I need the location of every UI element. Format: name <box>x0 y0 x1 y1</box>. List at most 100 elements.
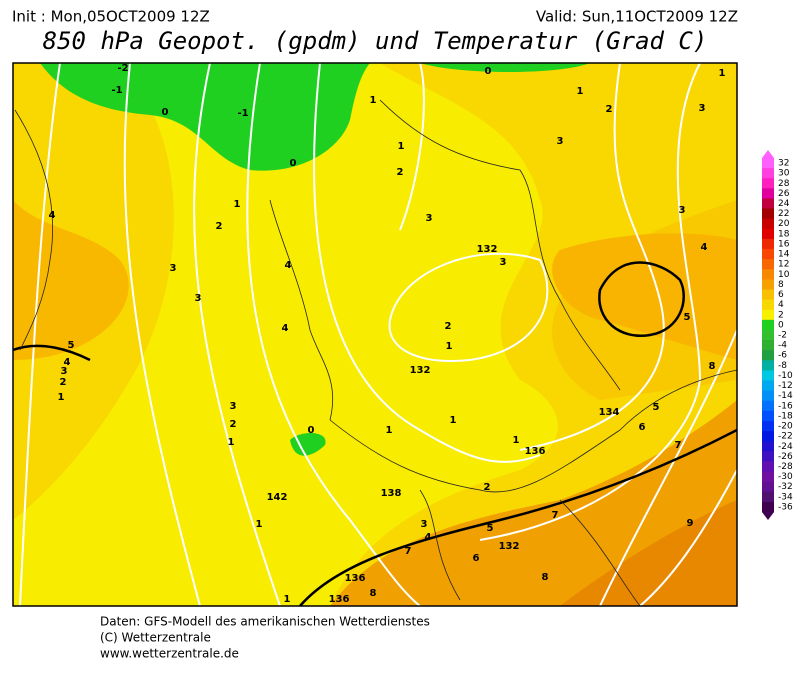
contour-label: 3 <box>699 103 706 114</box>
contour-label: -1 <box>237 108 248 119</box>
legend-label: -36 <box>778 502 793 512</box>
contour-label: 1 <box>386 425 393 436</box>
legend-swatch <box>762 329 774 341</box>
legend-label: 18 <box>778 229 790 239</box>
legend-label: -22 <box>778 432 793 442</box>
legend-swatch <box>762 481 774 493</box>
contour-label: 6 <box>639 422 646 433</box>
legend-label: 20 <box>778 219 790 229</box>
contour-label: 3 <box>557 136 564 147</box>
contour-label: -2 <box>117 63 128 74</box>
legend-swatch <box>762 309 774 321</box>
contour-label: 4 <box>285 260 292 271</box>
legend-label: 12 <box>778 260 789 270</box>
contour-label: 136 <box>345 573 366 584</box>
temp-zone <box>13 63 129 360</box>
contour-label: 2 <box>397 167 404 178</box>
contour-label: 1 <box>398 141 405 152</box>
footer-text: Daten: GFS-Modell des amerikanischen Wet… <box>100 615 430 629</box>
contour-label: 0 <box>308 425 315 436</box>
legend-label: 28 <box>778 179 790 189</box>
legend-swatch <box>762 198 774 210</box>
legend-label: -2 <box>778 331 787 341</box>
legend-swatch <box>762 400 774 412</box>
legend-swatch <box>762 319 774 331</box>
contour-label: 5 <box>684 312 691 323</box>
legend-label: 32 <box>778 159 789 169</box>
legend-swatch <box>762 178 774 189</box>
contour-label: 4 <box>701 242 708 253</box>
legend-label: 24 <box>778 199 790 209</box>
legend-label: 10 <box>778 270 790 280</box>
legend-label: -34 <box>778 492 793 502</box>
legend-swatch <box>762 441 774 452</box>
valid-text: Valid: Sun,11OCT2009 12Z <box>536 8 738 26</box>
legend-label: -6 <box>778 351 787 361</box>
contour-label: 7 <box>675 440 682 451</box>
legend-label: -12 <box>778 381 793 391</box>
legend-swatch <box>762 491 774 503</box>
contour-label: 4 <box>425 532 432 543</box>
legend-label: -32 <box>778 482 793 492</box>
legend-label: 22 <box>778 209 789 219</box>
legend-label: -4 <box>778 341 787 351</box>
contour-label: 1 <box>450 415 457 426</box>
legend-cap <box>762 150 774 158</box>
legend-swatch <box>762 350 774 361</box>
temp-zone <box>552 233 737 360</box>
legend-label: 30 <box>778 169 790 179</box>
contour-label: 1 <box>719 68 726 79</box>
cold-area <box>420 63 590 72</box>
contour-label: 1 <box>446 341 453 352</box>
legend-swatch <box>762 420 774 432</box>
contour-label: 3 <box>195 293 202 304</box>
legend-swatch <box>762 188 774 199</box>
contour-label: 1 <box>513 435 520 446</box>
legend-swatch <box>762 380 774 392</box>
legend-label: -28 <box>778 462 793 472</box>
footer-text: www.wetterzentrale.de <box>100 647 239 661</box>
contour-label: 2 <box>60 377 67 388</box>
contour-label: 8 <box>709 361 716 372</box>
legend-swatch <box>762 259 774 270</box>
contour-label: 4 <box>49 210 56 221</box>
contour-label: 5 <box>68 340 75 351</box>
legend-label: -16 <box>778 401 793 411</box>
contour-label: 1 <box>234 199 241 210</box>
contour-label: 5 <box>653 402 660 413</box>
legend-label: -30 <box>778 472 793 482</box>
contour-label: 138 <box>381 488 402 499</box>
contour-label: 2 <box>484 482 491 493</box>
legend-swatch <box>762 158 774 169</box>
legend-swatch <box>762 279 774 290</box>
legend-label: 2 <box>778 310 784 320</box>
contour-label: 3 <box>426 213 433 224</box>
contour-label: 142 <box>267 492 288 503</box>
contour-label: 132 <box>477 244 498 255</box>
cold-area <box>40 63 370 171</box>
contour-label: 1 <box>577 86 584 97</box>
contour-label: 132 <box>499 541 520 552</box>
contour-label: -1 <box>111 85 122 96</box>
contour-label: 7 <box>552 510 559 521</box>
legend-label: 4 <box>778 300 784 310</box>
contour-label: 5 <box>487 523 494 534</box>
legend-label: -10 <box>778 371 793 381</box>
contour-label: 1 <box>370 95 377 106</box>
legend-swatch <box>762 289 774 301</box>
init-text: Init : Mon,05OCT2009 12Z <box>12 8 210 26</box>
temp-zone <box>13 63 558 606</box>
legend-swatch <box>762 501 774 513</box>
legend-label: 16 <box>778 239 790 249</box>
legend-swatch <box>762 471 774 483</box>
contour-label: 136 <box>525 446 546 457</box>
contour-label: 3 <box>500 257 507 268</box>
legend-swatch <box>762 461 774 473</box>
contour-label: 3 <box>230 401 237 412</box>
contour-label: 3 <box>679 205 686 216</box>
legend-label: -26 <box>778 452 793 462</box>
legend-swatch <box>762 228 774 240</box>
legend-label: -18 <box>778 411 793 421</box>
legend-label: 14 <box>778 250 790 260</box>
